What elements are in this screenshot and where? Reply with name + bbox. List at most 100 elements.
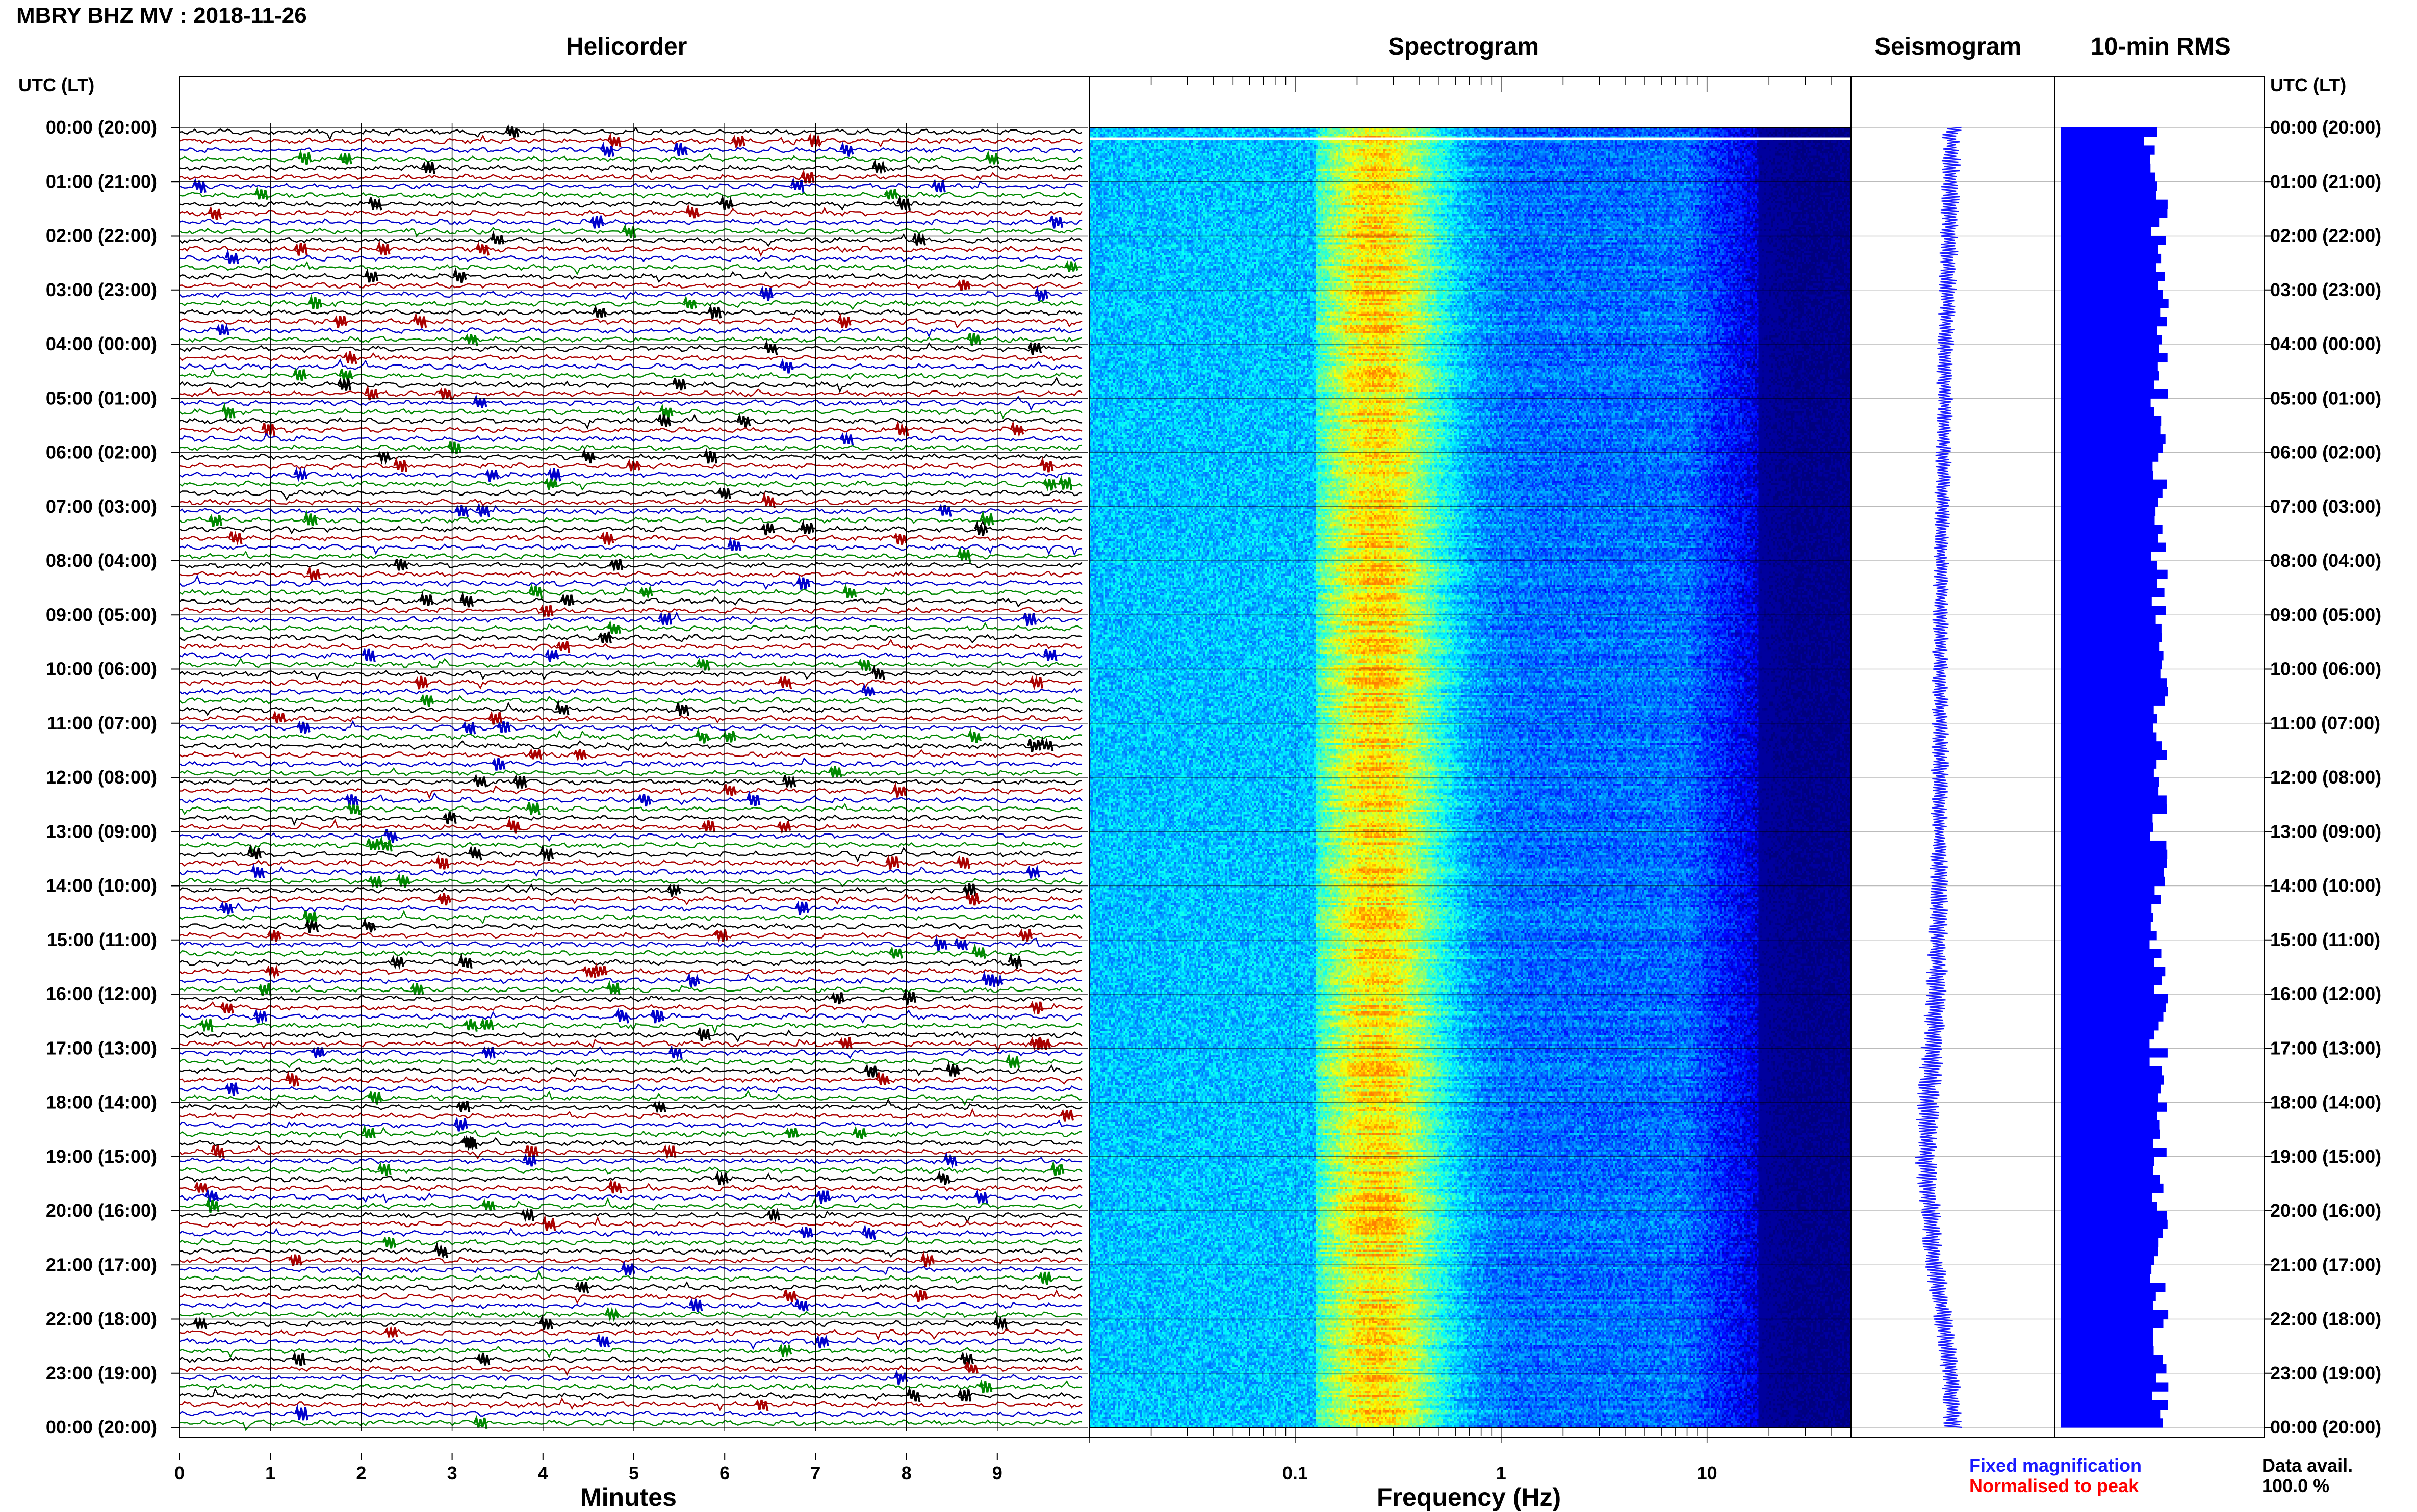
rms-bar [2061, 1138, 2153, 1148]
helicorder-burst [672, 378, 686, 391]
helicorder-burst [456, 1100, 471, 1112]
helicorder-trace [179, 749, 1083, 759]
time-label-left: 19:00 (15:00) [46, 1146, 157, 1167]
helicorder-burst [807, 133, 821, 149]
helicorder-burst [247, 844, 262, 859]
legend-fixed: Fixed magnification [1969, 1455, 2142, 1476]
helicorder-burst [607, 133, 622, 148]
rms-bar [2061, 931, 2157, 941]
time-label-right: 11:00 (07:00) [2270, 713, 2380, 734]
rms-bar [2061, 525, 2163, 534]
rms-bar [2061, 1003, 2166, 1013]
helicorder-burst [303, 911, 318, 923]
helicorder-xtick-label: 1 [265, 1463, 275, 1483]
helicorder-trace [179, 291, 1083, 300]
time-label-left: 23:00 (19:00) [46, 1363, 157, 1384]
time-label-left: 00:00 (20:00) [46, 117, 157, 138]
helicorder-burst [794, 1298, 809, 1312]
rms-bar [2061, 958, 2154, 968]
rms-bar [2061, 741, 2162, 751]
rms-bar [2061, 1301, 2153, 1311]
helicorder-trace [179, 586, 1083, 596]
helicorder-burst [1029, 1001, 1044, 1015]
helicorder-burst [433, 1241, 448, 1260]
helicorder-burst [447, 441, 462, 455]
helicorder-burst [475, 242, 490, 256]
helicorder-burst [816, 1190, 831, 1204]
time-label-left: 02:00 (22:00) [46, 225, 157, 246]
helicorder-trace [179, 1365, 1083, 1376]
rms-title: 10-min RMS [2091, 33, 2231, 60]
time-label-left: 14:00 (10:00) [46, 875, 157, 896]
helicorder-burst [1006, 1053, 1020, 1068]
rms-bar [2061, 344, 2159, 354]
helicorder-burst [204, 1188, 219, 1202]
rms-bar [2061, 1066, 2162, 1076]
rms-bar [2061, 1310, 2169, 1320]
rms-bar [2061, 976, 2162, 985]
helicorder-burst [766, 1208, 781, 1223]
helicorder-burst [920, 1250, 935, 1268]
helicorder-burst [211, 1145, 225, 1159]
time-label-right: 04:00 (00:00) [2270, 333, 2381, 354]
helicorder-trace [179, 426, 1083, 434]
helicorder-burst [304, 919, 319, 933]
helicorder-burst [598, 631, 612, 644]
helicorder-trace [179, 1076, 1083, 1085]
helicorder-burst [575, 1281, 589, 1294]
helicorder-trace [179, 352, 1083, 361]
rms-bar [2061, 615, 2156, 624]
helicorder-burst [800, 169, 815, 184]
rms-bar [2061, 633, 2162, 642]
helicorder-trace [179, 316, 1083, 329]
time-label-right: 12:00 (08:00) [2270, 767, 2381, 788]
helicorder-burst [254, 187, 269, 200]
helicorder-burst [960, 1351, 974, 1368]
helicorder-burst [524, 1145, 539, 1158]
helicorder-trace [179, 172, 1083, 181]
helicorder-burst [837, 313, 852, 328]
rms-bar [2061, 1156, 2154, 1166]
helicorder-burst [306, 565, 321, 581]
helicorder-trace [179, 995, 1083, 1002]
rms-bar [2061, 552, 2151, 561]
helicorder-burst [688, 1298, 703, 1312]
rms-bar [2061, 1202, 2157, 1211]
rms-bar [2061, 218, 2160, 227]
rms-bar [2061, 876, 2165, 887]
right-axis-title: UTC (LT) [2270, 74, 2347, 95]
helicorder-trace [179, 134, 1083, 148]
helicorder-burst [761, 523, 775, 536]
helicorder-burst [906, 1386, 921, 1403]
helicorder-trace [179, 1337, 1083, 1350]
helicorder-trace [179, 841, 1083, 854]
helicorder-burst [714, 1170, 729, 1187]
helicorder-burst [985, 150, 999, 165]
time-label-left: 09:00 (05:00) [46, 604, 157, 625]
helicorder-trace [179, 1127, 1083, 1139]
time-label-right: 00:00 (20:00) [2270, 1417, 2381, 1438]
helicorder-burst [261, 423, 276, 436]
helicorder-burst [437, 893, 451, 906]
helicorder-burst [932, 178, 946, 193]
helicorder-trace [179, 395, 1083, 411]
rms-bar [2061, 353, 2168, 363]
helicorder-burst [967, 728, 982, 743]
helicorder-xtick-label: 6 [719, 1463, 730, 1483]
helicorder-burst [488, 711, 503, 725]
rms-bar [2061, 1265, 2152, 1274]
helicorder-burst [1027, 739, 1042, 752]
helicorder-burst [288, 1254, 302, 1267]
helicorder-trace [179, 670, 1083, 681]
helicorder-trace [179, 814, 1083, 826]
seismogram-trace [1915, 126, 1962, 1428]
helicorder-trace [179, 245, 1083, 257]
helicorder-burst [662, 1144, 677, 1160]
helicorder-burst [419, 591, 434, 606]
helicorder-trace [179, 1064, 1083, 1078]
helicorder-burst [512, 774, 527, 789]
rms-bar [2061, 759, 2157, 769]
time-label-right: 15:00 (11:00) [2270, 929, 2380, 950]
helicorder-burst [308, 294, 323, 309]
